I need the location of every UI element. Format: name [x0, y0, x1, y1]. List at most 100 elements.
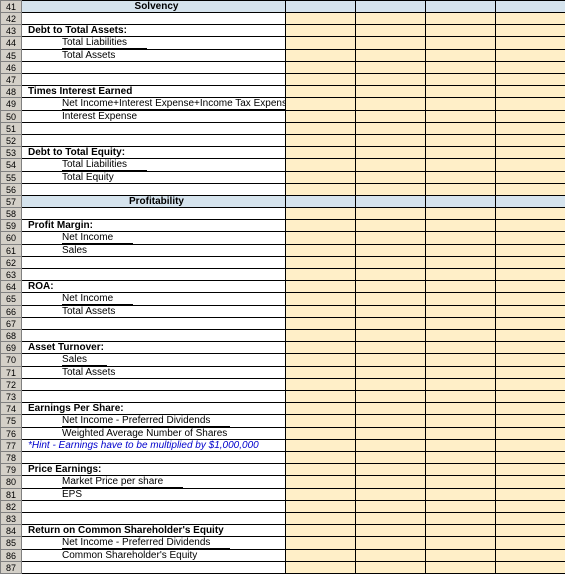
label-cell[interactable]: Net Income+Interest Expense+Income Tax E… [22, 98, 286, 111]
data-cell[interactable] [286, 562, 356, 574]
data-cell[interactable] [496, 62, 565, 74]
data-cell[interactable] [496, 513, 565, 525]
data-cell[interactable] [426, 232, 496, 245]
data-cell[interactable] [356, 476, 426, 489]
data-cell[interactable] [426, 184, 496, 196]
row-number-cell[interactable]: 83 [1, 513, 22, 525]
data-cell[interactable] [356, 37, 426, 50]
data-cell[interactable] [426, 50, 496, 62]
data-cell[interactable] [356, 501, 426, 513]
label-cell[interactable]: Total Assets [22, 50, 286, 62]
data-cell[interactable] [496, 86, 565, 98]
data-cell[interactable] [496, 464, 565, 476]
data-cell[interactable] [286, 257, 356, 269]
row-number-cell[interactable]: 46 [1, 62, 22, 74]
data-cell[interactable] [426, 464, 496, 476]
data-cell[interactable] [286, 415, 356, 428]
data-cell[interactable] [426, 306, 496, 318]
label-cell[interactable]: ROA: [22, 281, 286, 293]
data-cell[interactable] [356, 1, 426, 13]
data-cell[interactable] [356, 159, 426, 172]
data-cell[interactable] [496, 391, 565, 403]
data-cell[interactable] [426, 172, 496, 184]
label-cell[interactable]: Debt to Total Assets: [22, 25, 286, 37]
section-header-cell[interactable]: Profitability [22, 196, 286, 208]
row-number-cell[interactable]: 48 [1, 86, 22, 98]
data-cell[interactable] [286, 123, 356, 135]
row-number-cell[interactable]: 86 [1, 550, 22, 562]
data-cell[interactable] [426, 25, 496, 37]
label-cell[interactable] [22, 257, 286, 269]
data-cell[interactable] [496, 550, 565, 562]
label-cell[interactable]: Total Assets [22, 306, 286, 318]
data-cell[interactable] [496, 330, 565, 342]
label-cell[interactable]: Total Assets [22, 367, 286, 379]
row-number-cell[interactable]: 87 [1, 562, 22, 574]
data-cell[interactable] [496, 172, 565, 184]
data-cell[interactable] [356, 330, 426, 342]
data-cell[interactable] [286, 550, 356, 562]
row-number-cell[interactable]: 61 [1, 245, 22, 257]
data-cell[interactable] [426, 196, 496, 208]
data-cell[interactable] [356, 293, 426, 306]
data-cell[interactable] [356, 257, 426, 269]
data-cell[interactable] [496, 245, 565, 257]
data-cell[interactable] [496, 159, 565, 172]
row-number-cell[interactable]: 85 [1, 537, 22, 550]
data-cell[interactable] [286, 367, 356, 379]
row-number-cell[interactable]: 43 [1, 25, 22, 37]
data-cell[interactable] [426, 537, 496, 550]
data-cell[interactable] [496, 342, 565, 354]
data-cell[interactable] [356, 550, 426, 562]
data-cell[interactable] [286, 354, 356, 367]
data-cell[interactable] [286, 391, 356, 403]
data-cell[interactable] [426, 489, 496, 501]
data-cell[interactable] [496, 232, 565, 245]
data-cell[interactable] [496, 111, 565, 123]
data-cell[interactable] [426, 403, 496, 415]
data-cell[interactable] [496, 537, 565, 550]
data-cell[interactable] [356, 13, 426, 25]
label-cell[interactable]: Sales [22, 245, 286, 257]
data-cell[interactable] [426, 342, 496, 354]
data-cell[interactable] [286, 293, 356, 306]
label-cell[interactable]: Total Equity [22, 172, 286, 184]
data-cell[interactable] [356, 25, 426, 37]
data-cell[interactable] [356, 184, 426, 196]
data-cell[interactable] [496, 147, 565, 159]
data-cell[interactable] [356, 318, 426, 330]
data-cell[interactable] [356, 391, 426, 403]
data-cell[interactable] [286, 379, 356, 391]
data-cell[interactable] [286, 464, 356, 476]
data-cell[interactable] [356, 452, 426, 464]
data-cell[interactable] [356, 281, 426, 293]
data-cell[interactable] [286, 525, 356, 537]
label-cell[interactable]: Earnings Per Share: [22, 403, 286, 415]
data-cell[interactable] [426, 135, 496, 147]
data-cell[interactable] [426, 245, 496, 257]
label-cell[interactable] [22, 513, 286, 525]
data-cell[interactable] [286, 452, 356, 464]
label-cell[interactable] [22, 62, 286, 74]
row-number-cell[interactable]: 66 [1, 306, 22, 318]
data-cell[interactable] [286, 86, 356, 98]
label-cell[interactable] [22, 330, 286, 342]
label-cell[interactable]: Weighted Average Number of Shares [22, 428, 286, 440]
row-number-cell[interactable]: 69 [1, 342, 22, 354]
label-cell[interactable]: Total Liabilities [22, 37, 286, 50]
row-number-cell[interactable]: 56 [1, 184, 22, 196]
data-cell[interactable] [286, 220, 356, 232]
data-cell[interactable] [426, 220, 496, 232]
label-cell[interactable]: Price Earnings: [22, 464, 286, 476]
label-cell[interactable]: Return on Common Shareholder's Equity [22, 525, 286, 537]
data-cell[interactable] [426, 525, 496, 537]
data-cell[interactable] [286, 62, 356, 74]
data-cell[interactable] [496, 415, 565, 428]
data-cell[interactable] [286, 281, 356, 293]
data-cell[interactable] [286, 537, 356, 550]
data-cell[interactable] [496, 50, 565, 62]
data-cell[interactable] [496, 135, 565, 147]
data-cell[interactable] [286, 172, 356, 184]
row-number-cell[interactable]: 77 [1, 440, 22, 452]
data-cell[interactable] [496, 13, 565, 25]
